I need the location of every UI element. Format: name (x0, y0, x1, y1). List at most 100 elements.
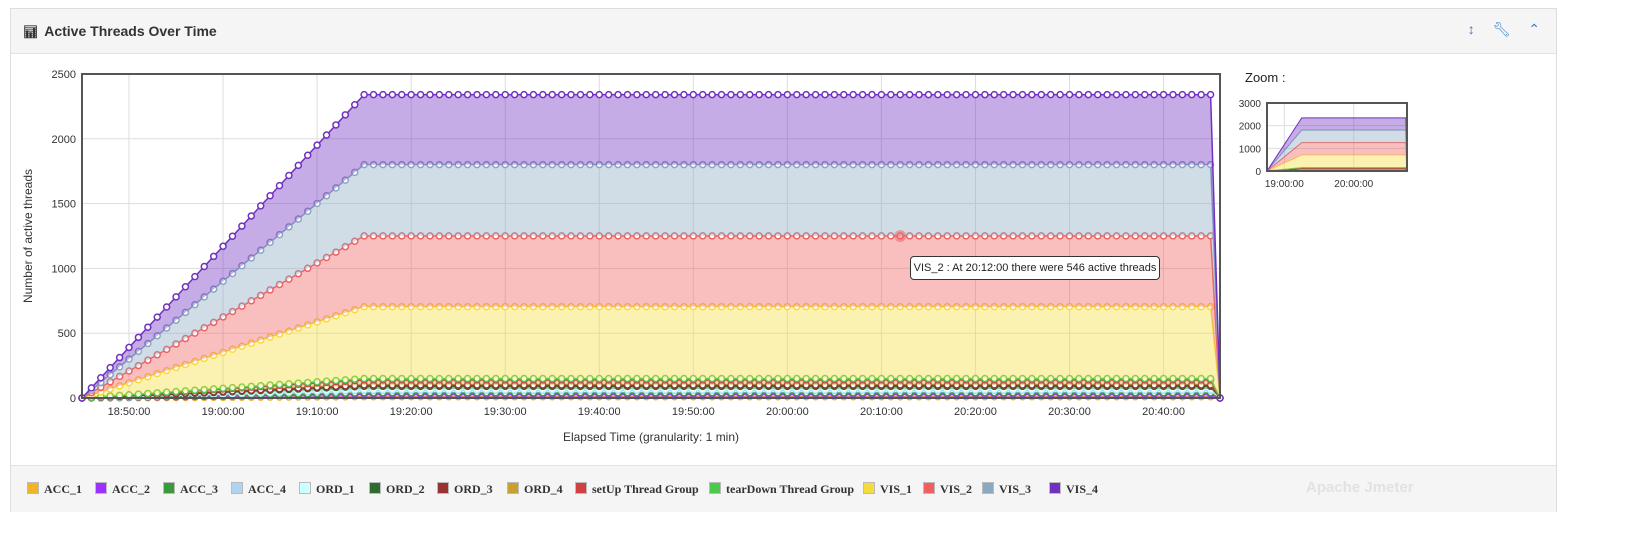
legend-item[interactable]: VIS_3 (982, 482, 1031, 497)
data-point (275, 280, 284, 289)
data-point (858, 160, 867, 169)
data-point (520, 302, 528, 311)
data-point (1169, 374, 1177, 383)
data-point (454, 374, 462, 383)
plot-border (81, 73, 1221, 399)
data-point (501, 302, 509, 311)
data-point (746, 374, 754, 383)
data-point (877, 232, 886, 240)
data-point (689, 232, 698, 240)
data-point (708, 374, 716, 383)
data-point (238, 222, 246, 230)
data-point (407, 232, 415, 240)
chevron-up-icon[interactable]: ⌃ (1528, 21, 1540, 37)
data-point (275, 230, 284, 239)
data-point (821, 302, 829, 311)
data-point (586, 302, 594, 311)
legend-item[interactable]: ACC_4 (231, 482, 286, 497)
data-point (764, 232, 773, 240)
data-point (698, 302, 707, 311)
legend-item[interactable]: VIS_4 (1049, 482, 1098, 497)
data-point (388, 374, 397, 383)
data-point (934, 374, 942, 383)
data-point (1112, 302, 1121, 311)
y-tick-label: 2500 (52, 69, 76, 81)
data-point (1084, 90, 1093, 99)
x-tick-label: 20:10:00 (860, 406, 903, 418)
data-point (1093, 232, 1102, 240)
data-point (1141, 160, 1149, 169)
x-tick-label: 19:10:00 (296, 406, 339, 418)
data-point (125, 379, 133, 387)
legend-item[interactable]: VIS_2 (923, 482, 972, 497)
legend-item[interactable]: ACC_3 (163, 482, 218, 497)
data-point (915, 90, 923, 99)
data-point (689, 90, 698, 99)
data-point (1046, 302, 1055, 311)
data-point (181, 308, 190, 317)
data-point (463, 160, 472, 169)
data-point (285, 171, 293, 180)
data-point (492, 302, 500, 311)
data-point (661, 302, 669, 311)
legend-item[interactable]: ORD_3 (437, 482, 493, 497)
data-point (520, 374, 528, 383)
data-point (398, 374, 406, 383)
data-point (200, 262, 209, 271)
data-point (492, 374, 500, 383)
data-point (332, 376, 340, 385)
data-point (661, 374, 669, 383)
highlighted-point (894, 230, 907, 242)
legend-item[interactable]: ORD_4 (507, 482, 563, 497)
data-point (1131, 160, 1140, 169)
data-point (1159, 374, 1168, 383)
data-point (539, 160, 547, 169)
data-point (426, 90, 434, 99)
data-point (529, 232, 538, 240)
data-point (388, 160, 397, 169)
data-point (209, 285, 218, 293)
data-point (604, 90, 613, 99)
data-point (191, 386, 199, 394)
data-point (266, 286, 274, 294)
data-point (896, 302, 904, 311)
data-point (661, 232, 669, 240)
data-point (755, 374, 763, 383)
data-point (774, 232, 782, 240)
data-point (887, 374, 895, 383)
data-point (162, 303, 171, 311)
data-point (548, 302, 556, 311)
data-point (576, 232, 585, 240)
data-point (398, 160, 406, 169)
data-point (642, 232, 651, 240)
data-point (661, 90, 669, 99)
data-point (1075, 160, 1083, 169)
data-point (181, 283, 190, 291)
legend-item[interactable]: ORD_1 (299, 482, 355, 497)
data-point (651, 232, 660, 240)
data-point (1084, 160, 1093, 169)
data-point (793, 302, 801, 311)
data-point (266, 333, 274, 341)
legend-item[interactable]: setUp Thread Group (575, 482, 699, 497)
data-point (962, 302, 970, 311)
data-point (473, 90, 481, 99)
series-line-ORD_3 (1266, 168, 1408, 172)
data-point (595, 90, 604, 99)
legend-item[interactable]: ACC_1 (27, 482, 82, 497)
data-point (614, 160, 622, 169)
wrench-icon[interactable]: 🔧︎ (1492, 21, 1511, 37)
data-point (811, 302, 820, 311)
data-point (247, 296, 256, 305)
data-point (1188, 232, 1196, 240)
data-point (1150, 374, 1158, 383)
legend-item[interactable]: tearDown Thread Group (709, 482, 854, 497)
data-point (905, 302, 914, 311)
data-point (153, 351, 161, 359)
legend-item[interactable]: ORD_2 (369, 482, 425, 497)
legend-item[interactable]: ACC_2 (95, 482, 150, 497)
legend-item[interactable]: VIS_1 (863, 482, 912, 497)
data-point (717, 374, 726, 383)
data-point (388, 90, 397, 99)
arrows-vertical-icon[interactable]: ↕ (1467, 21, 1475, 37)
